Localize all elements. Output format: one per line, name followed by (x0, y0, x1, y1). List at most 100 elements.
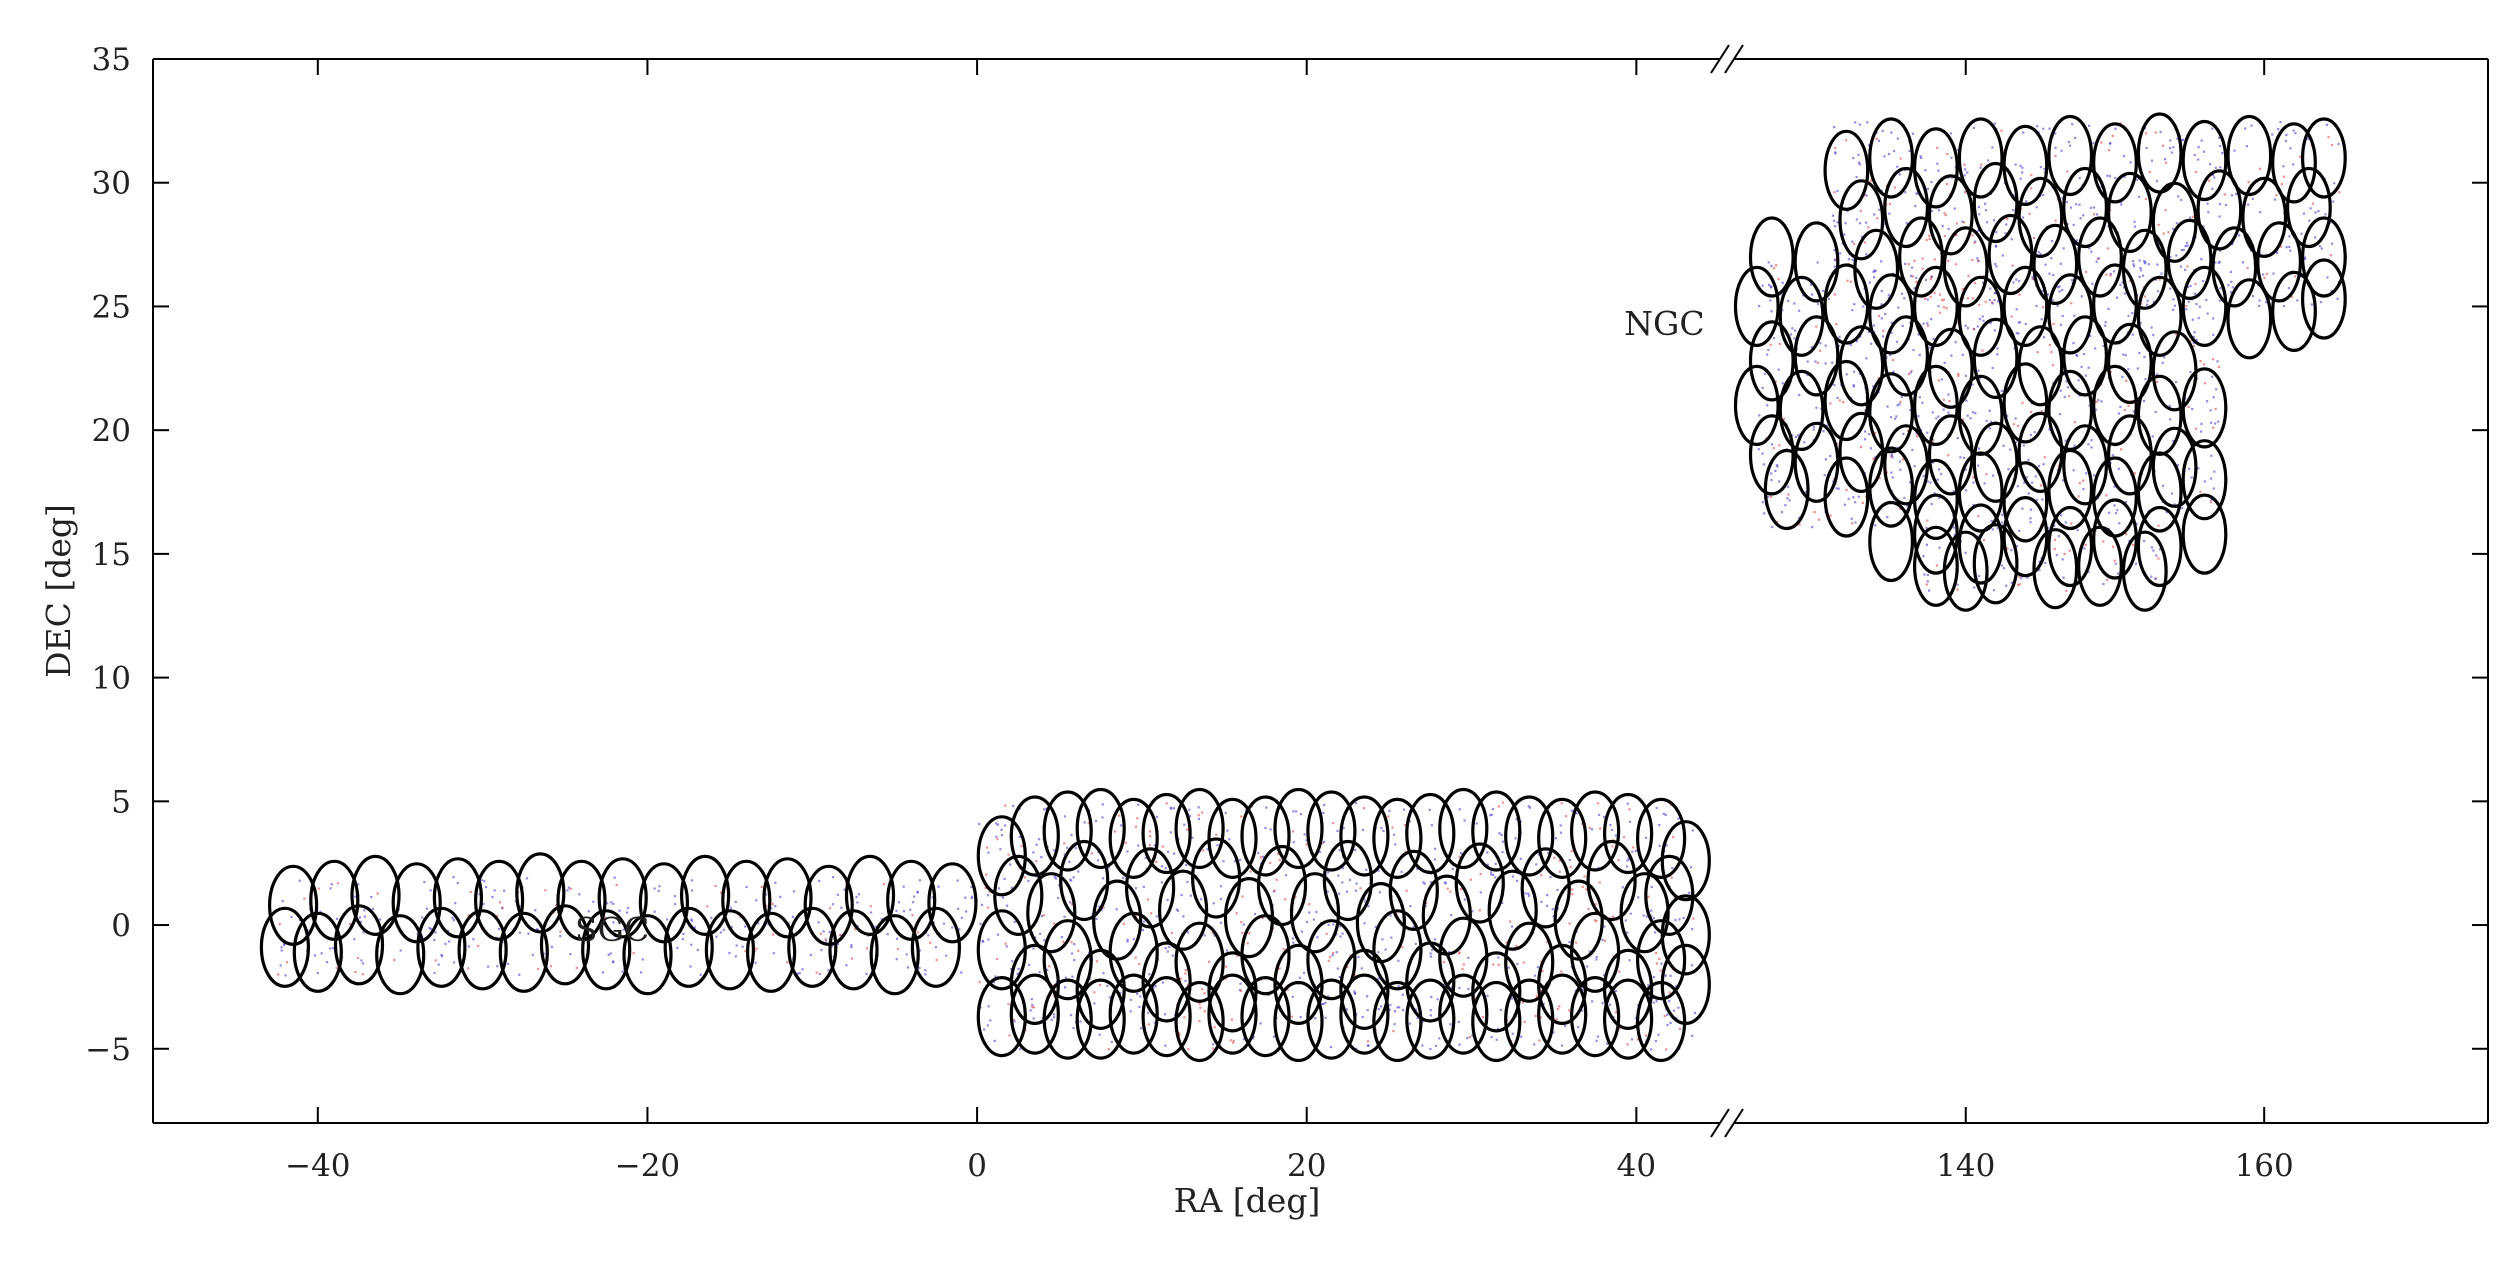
data-point (1851, 522, 1854, 525)
data-point (1004, 824, 1007, 827)
data-point (1382, 829, 1385, 832)
data-point (1322, 811, 1325, 815)
data-point (1242, 1038, 1245, 1041)
data-point (1428, 808, 1431, 811)
data-point (1188, 814, 1192, 817)
data-point (1844, 222, 1847, 225)
pointing-circle (581, 909, 632, 991)
data-point (1833, 219, 1836, 222)
data-point (361, 973, 364, 976)
pointing-circle (1388, 849, 1439, 932)
data-point (1423, 882, 1426, 885)
data-point (2144, 197, 2148, 201)
data-point (1172, 852, 1176, 855)
data-point (1889, 455, 1893, 458)
data-point (1197, 806, 1200, 809)
data-point (2184, 245, 2187, 248)
data-point (1229, 1039, 1232, 1042)
data-point (1988, 409, 1991, 412)
data-point (2120, 448, 2123, 451)
data-point (2062, 479, 2065, 482)
data-point (2097, 399, 2100, 402)
data-point (1763, 512, 1766, 515)
data-point (1269, 861, 1272, 865)
data-point (1994, 263, 1997, 266)
data-point (2058, 285, 2061, 288)
data-point (1650, 885, 1653, 889)
data-point (818, 879, 821, 882)
data-point (1924, 278, 1928, 281)
data-point (1890, 416, 1893, 419)
pointing-circle (704, 909, 756, 991)
data-point (1915, 280, 1918, 283)
pointing-circle (1471, 951, 1522, 1033)
data-point (1101, 816, 1104, 819)
data-point (1903, 297, 1906, 300)
data-point (1868, 281, 1871, 284)
data-point (2078, 203, 2081, 206)
pointing-circle (1957, 275, 2004, 357)
data-point (2218, 260, 2221, 264)
data-point (2211, 127, 2214, 130)
data-point (317, 887, 320, 890)
data-point (2219, 287, 2222, 290)
data-point (1766, 404, 1769, 407)
data-point (1655, 1000, 1658, 1003)
data-point (1134, 956, 1137, 959)
data-point (2189, 371, 2192, 374)
data-point (918, 879, 921, 882)
data-point (2007, 468, 2010, 471)
data-point (1946, 182, 1949, 186)
data-point (1331, 954, 1334, 957)
data-point (1038, 838, 1041, 841)
data-point (1568, 1009, 1571, 1012)
data-point (987, 938, 990, 941)
pointing-circle (1748, 320, 1795, 402)
data-point (1855, 218, 1858, 221)
pointing-circle (1471, 790, 1522, 872)
data-point (1032, 1017, 1035, 1020)
data-point (1175, 908, 1178, 911)
data-point (2078, 482, 2081, 485)
data-point (1845, 488, 1848, 491)
data-point (1490, 813, 1493, 816)
data-point (2048, 428, 2051, 431)
data-point (2188, 467, 2191, 470)
data-point (817, 921, 820, 924)
data-point (2017, 583, 2020, 587)
pointing-circle (2106, 171, 2153, 253)
pointing-circle (1009, 795, 1060, 877)
data-point (1942, 398, 1945, 401)
data-point (1064, 986, 1067, 989)
data-point (555, 904, 558, 907)
data-point (1902, 432, 1905, 435)
data-point (1864, 430, 1867, 433)
pointing-circle (1733, 364, 1780, 446)
data-point (434, 959, 437, 962)
data-point (2136, 178, 2139, 181)
data-point (827, 969, 830, 972)
data-point (2048, 127, 2051, 130)
data-point (774, 881, 777, 884)
data-point (1964, 374, 1967, 377)
data-point (1451, 867, 1454, 870)
data-point (1435, 1044, 1438, 1047)
data-point (2127, 368, 2130, 371)
data-point (2302, 212, 2306, 215)
data-point (1851, 309, 1854, 312)
data-point (996, 838, 999, 841)
data-point (569, 887, 572, 890)
data-point (1868, 144, 1871, 147)
data-point (1295, 810, 1298, 813)
data-point (1886, 405, 1889, 408)
data-point (2187, 300, 2190, 303)
data-point (1240, 921, 1243, 924)
data-point (2051, 239, 2054, 243)
data-point (1985, 473, 1988, 476)
data-point (1327, 995, 1330, 998)
data-point (1891, 476, 1894, 479)
data-point (1976, 259, 1980, 262)
data-point (689, 965, 692, 968)
data-point (1972, 126, 1975, 129)
data-point (1915, 192, 1918, 195)
